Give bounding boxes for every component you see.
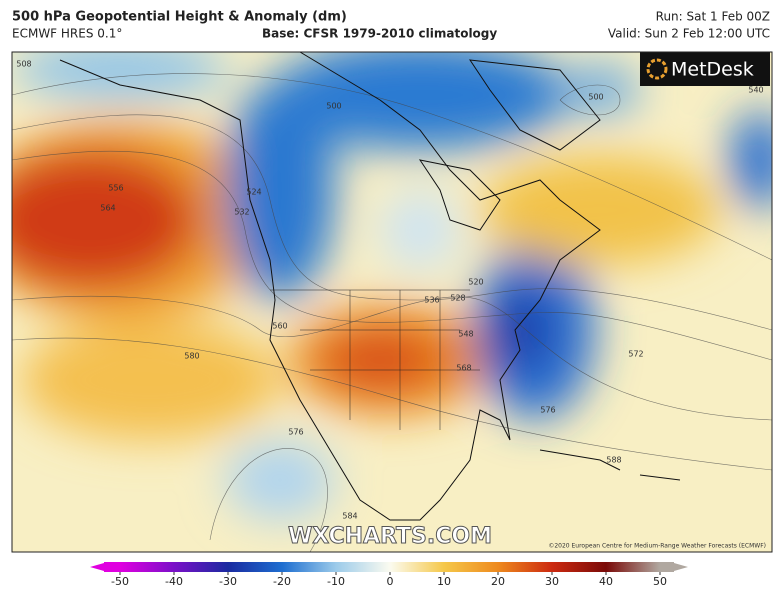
contour-label: 500 xyxy=(588,93,603,102)
colorbar-tick-label: 30 xyxy=(545,575,559,588)
colorbar-tick-label: 40 xyxy=(599,575,613,588)
contour-label: 536 xyxy=(424,296,439,305)
contour-label: 532 xyxy=(234,208,249,217)
colorbar-tick-label: -30 xyxy=(219,575,237,588)
contour-label: 564 xyxy=(100,204,115,213)
colorbar-min-arrow xyxy=(90,563,104,571)
colorbar-tick-label: -40 xyxy=(165,575,183,588)
base: Base: CFSR 1979-2010 climatology xyxy=(262,27,497,41)
contour-label: 584 xyxy=(342,512,357,521)
contour-label: 520 xyxy=(468,278,483,287)
contour-label: 556 xyxy=(108,184,123,193)
title: 500 hPa Geopotential Height & Anomaly (d… xyxy=(12,10,347,25)
valid: Valid: Sun 2 Feb 12:00 UTC xyxy=(608,27,770,41)
colorbar-tick-label: -20 xyxy=(273,575,291,588)
contour-label: 540 xyxy=(748,86,763,95)
colorbar: -50 -40 -30 -20 -10 0 10 20 30 40 50 xyxy=(90,562,688,588)
logo-box xyxy=(640,52,770,86)
colorbar-tick-label: 0 xyxy=(387,575,394,588)
colorbar-tick-label: -10 xyxy=(327,575,345,588)
contour-label: 508 xyxy=(16,60,31,69)
colorbar-max-arrow xyxy=(674,563,688,571)
contour-label: 568 xyxy=(456,364,471,373)
map-frame xyxy=(11,51,773,553)
colorbar-tick-label: 20 xyxy=(491,575,505,588)
contour-label: 588 xyxy=(606,456,621,465)
contour-label: 528 xyxy=(450,294,465,303)
colorbar-bar xyxy=(104,562,674,572)
contour-label: 580 xyxy=(184,352,199,361)
contour-label: 576 xyxy=(540,406,555,415)
contour-label: 500 xyxy=(326,102,341,111)
watermark: WXCHARTS.COM xyxy=(288,524,492,549)
logo: MetDesk xyxy=(671,59,754,81)
contour-label: 524 xyxy=(246,188,261,197)
contour-label: 572 xyxy=(628,350,643,359)
model: ECMWF HRES 0.1° xyxy=(12,27,122,41)
contour-label: 576 xyxy=(288,428,303,437)
colorbar-tick-label: 10 xyxy=(437,575,451,588)
run: Run: Sat 1 Feb 00Z xyxy=(656,10,770,24)
copyright: ©2020 European Centre for Medium-Range W… xyxy=(548,543,766,550)
contour-label: 548 xyxy=(458,330,473,339)
colorbar-tick-label: -50 xyxy=(111,575,129,588)
contour-label: 560 xyxy=(272,322,287,331)
colorbar-tick-label: 50 xyxy=(653,575,667,588)
logo-icon xyxy=(646,58,668,80)
